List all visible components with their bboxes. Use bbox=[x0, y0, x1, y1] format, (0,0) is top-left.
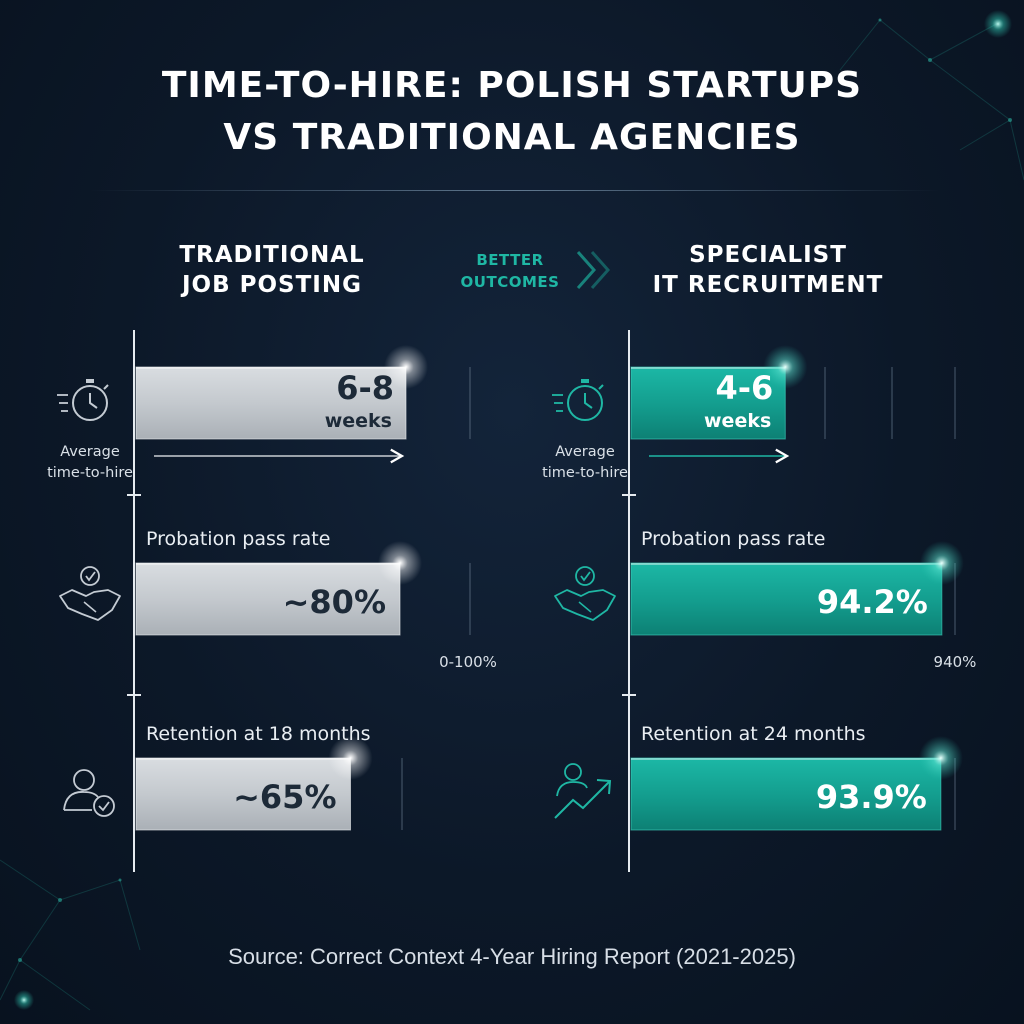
metric-label: Probation pass rate bbox=[146, 528, 330, 550]
bar-value-label: 93.9% bbox=[816, 778, 927, 816]
bar-row: ~80% Probation pass rate 0-100% bbox=[59, 528, 497, 671]
bar-flare bbox=[328, 736, 373, 780]
bar-unit-label: weeks bbox=[704, 410, 771, 432]
bar-flare bbox=[378, 541, 422, 585]
bar-row: ~65% Retention at 18 months bbox=[63, 723, 373, 831]
user-head bbox=[564, 763, 582, 781]
metric-label: Average bbox=[555, 444, 615, 460]
handshake-hands bbox=[554, 589, 616, 621]
better-outcomes-line-2: OUTCOMES bbox=[460, 273, 560, 291]
check-circle bbox=[80, 566, 100, 586]
finger-line bbox=[578, 601, 592, 613]
bar-value-label: ~65% bbox=[233, 778, 336, 816]
bar-flare bbox=[763, 345, 808, 389]
better-outcomes-label: BETTER OUTCOMES bbox=[440, 249, 580, 293]
check-mark bbox=[85, 571, 96, 582]
bar-row: 4-6 weeks Average time-to-hire bbox=[542, 345, 808, 481]
left-panel: 6-8 weeks Average time-to-hire ~80% Probation… bbox=[47, 330, 497, 872]
stopwatch-crown bbox=[86, 379, 94, 383]
bar bbox=[630, 366, 786, 440]
right-column-heading: SPECIALIST IT RECRUITMENT bbox=[618, 240, 918, 300]
handshake-check-icon bbox=[554, 566, 616, 621]
user-body bbox=[556, 781, 588, 797]
bar-flare bbox=[918, 736, 963, 780]
check-mark bbox=[580, 571, 591, 582]
source-note: Source: Correct Context 4-Year Hiring Re… bbox=[228, 944, 796, 969]
metric-label: Average bbox=[60, 444, 120, 460]
better-outcomes-line-1: BETTER bbox=[476, 251, 544, 269]
check-circle bbox=[93, 795, 115, 817]
bar-value-label: 4-6 bbox=[715, 369, 773, 407]
bar bbox=[630, 562, 943, 636]
bar-unit-label: weeks bbox=[325, 410, 392, 432]
user-head bbox=[73, 769, 95, 791]
metric-label: Retention at 24 months bbox=[641, 723, 866, 745]
bar-value-label: 6-8 bbox=[336, 369, 394, 407]
chevron-right-icon bbox=[576, 251, 597, 289]
left-heading-line-2: JOB POSTING bbox=[182, 272, 362, 298]
right-heading-line-2: IT RECRUITMENT bbox=[652, 272, 884, 298]
scale-note: 940% bbox=[934, 653, 977, 671]
stopwatch-hands bbox=[584, 393, 593, 409]
check-mark bbox=[98, 801, 110, 812]
bar bbox=[135, 366, 407, 440]
user-body bbox=[63, 791, 99, 811]
bar-row: 93.9% Retention at 24 months bbox=[554, 723, 963, 831]
stopwatch-hands bbox=[89, 393, 98, 409]
title-line-2: VS TRADITIONAL AGENCIES bbox=[223, 117, 801, 158]
bar-row: 94.2% Probation pass rate 940% bbox=[554, 528, 977, 671]
user-check-icon bbox=[63, 769, 115, 817]
stopwatch-button bbox=[103, 384, 109, 390]
left-column-heading: TRADITIONAL JOB POSTING bbox=[122, 240, 422, 300]
handshake-hands bbox=[59, 589, 121, 621]
growth-line bbox=[554, 781, 610, 819]
bar bbox=[135, 562, 401, 636]
bar-value-label: 94.2% bbox=[817, 583, 928, 621]
bar-flare bbox=[919, 541, 964, 585]
metric-label: time-to-hire bbox=[47, 465, 133, 481]
stopwatch-face bbox=[72, 385, 108, 421]
chart-title: TIME-TO-HIRE: POLISH STARTUPS VS TRADITI… bbox=[0, 60, 1024, 164]
stopwatch-icon bbox=[57, 379, 109, 421]
check-circle bbox=[575, 566, 595, 586]
right-heading-line-1: SPECIALIST bbox=[689, 242, 847, 268]
metric-label: Retention at 18 months bbox=[146, 723, 371, 745]
bar-row: 6-8 weeks Average time-to-hire bbox=[47, 345, 428, 481]
metric-label: time-to-hire bbox=[542, 465, 628, 481]
right-panel: 4-6 weeks Average time-to-hire 94.2% Probatio… bbox=[542, 330, 976, 872]
stopwatch-button bbox=[598, 384, 604, 390]
stopwatch-icon bbox=[552, 379, 604, 421]
title-divider bbox=[90, 190, 940, 191]
stopwatch-crown bbox=[581, 379, 589, 383]
bar-value-label: ~80% bbox=[283, 583, 386, 621]
title-line-1: TIME-TO-HIRE: POLISH STARTUPS bbox=[161, 65, 863, 106]
bar-flare bbox=[384, 345, 428, 389]
left-heading-line-1: TRADITIONAL bbox=[179, 242, 365, 268]
chevron-right-icon bbox=[590, 251, 611, 289]
stopwatch-face bbox=[567, 385, 603, 421]
handshake-check-icon bbox=[59, 566, 121, 621]
metric-label: Probation pass rate bbox=[641, 528, 825, 550]
user-growth-icon bbox=[554, 763, 612, 819]
growth-arrowhead bbox=[596, 779, 612, 795]
scale-note: 0-100% bbox=[439, 653, 497, 671]
bar bbox=[135, 757, 351, 831]
finger-line bbox=[83, 601, 97, 613]
bar bbox=[630, 757, 942, 831]
